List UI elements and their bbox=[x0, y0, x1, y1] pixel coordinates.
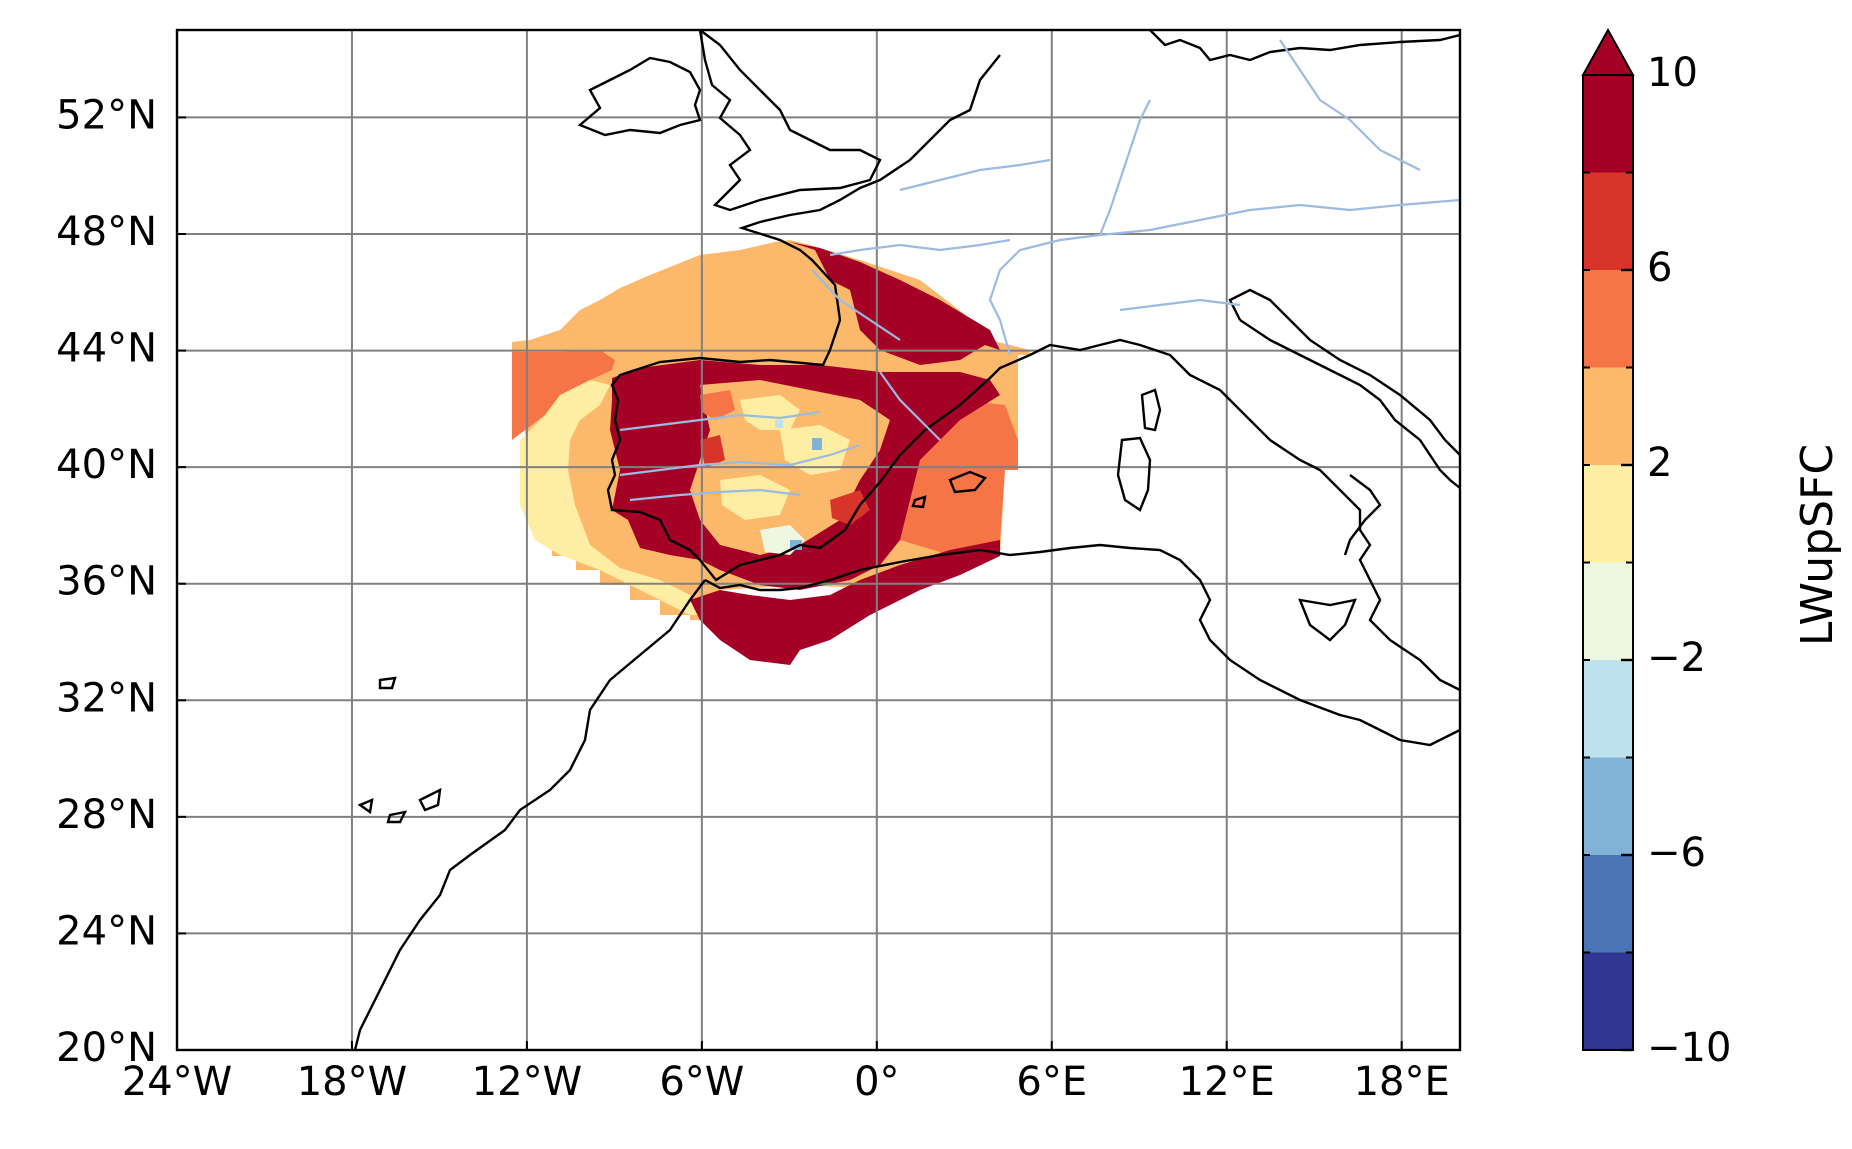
lat-tick-label: 40°N bbox=[56, 442, 157, 488]
lon-tick-label: 0° bbox=[854, 1059, 899, 1105]
river-douro bbox=[619, 410, 821, 432]
data-field-northeast bbox=[790, 242, 1000, 365]
lon-tick-label: 12°E bbox=[1179, 1059, 1275, 1105]
coastline-canary-1 bbox=[418, 787, 442, 812]
grid-lines bbox=[177, 30, 1460, 1050]
river-elbe bbox=[1279, 39, 1421, 171]
data-field-iberia-hot1 bbox=[740, 395, 800, 430]
coastline-italy-east bbox=[1239, 319, 1460, 489]
lat-tick-label: 24°N bbox=[56, 908, 157, 954]
colorbar-ticks: 10 6 2 −2 −6 −10 bbox=[1583, 50, 1731, 1071]
river-rhone bbox=[988, 233, 1101, 356]
data-field-west-ring bbox=[512, 350, 615, 440]
river-rhine bbox=[1098, 99, 1151, 236]
coastline-canary-2 bbox=[386, 810, 408, 824]
coastline-great-britain bbox=[698, 30, 882, 212]
lat-tick-label: 28°N bbox=[56, 792, 157, 838]
coastline-corsica bbox=[1140, 388, 1162, 432]
coastlines bbox=[353, 30, 1460, 1050]
river-danube bbox=[1099, 198, 1460, 237]
data-field-cold-spot-3 bbox=[775, 420, 783, 428]
lon-tick-label: 6°W bbox=[659, 1059, 744, 1105]
colorbar-tick-label: −10 bbox=[1647, 1025, 1731, 1071]
river-garonne bbox=[811, 269, 901, 341]
coastline-north-africa bbox=[704, 543, 1460, 747]
lon-tick-label: 6°E bbox=[1016, 1059, 1087, 1105]
data-field-iberia-red1 bbox=[700, 390, 735, 420]
colorbar-extend-arrow bbox=[1581, 27, 1635, 76]
coastline-europe-west bbox=[606, 54, 1460, 692]
river-po bbox=[1119, 298, 1241, 312]
river-tagus bbox=[619, 443, 861, 477]
data-field-iberia-red2 bbox=[830, 490, 870, 525]
map-frame bbox=[175, 28, 1462, 1052]
colorbar-segment bbox=[1583, 855, 1633, 953]
latitude-ticks: 20°N 24°N 28°N 32°N 36°N 40°N 44°N 48°N 52°N bbox=[56, 92, 186, 1071]
colorbar-segment bbox=[1583, 660, 1633, 758]
coastline-mallorca bbox=[948, 470, 987, 494]
river-seine bbox=[899, 158, 1051, 192]
coastline-sardinia bbox=[1116, 436, 1152, 512]
colorbar-tick-label: −6 bbox=[1647, 830, 1706, 876]
colorbar-segment bbox=[1583, 270, 1633, 368]
data-field-iberia-red3 bbox=[700, 435, 725, 468]
colorbar-tick-label: −2 bbox=[1647, 635, 1706, 681]
data-field-cold-spot-2 bbox=[790, 540, 802, 550]
colorbar-tick-label: 6 bbox=[1647, 245, 1672, 291]
lat-tick-label: 44°N bbox=[56, 326, 157, 372]
data-field-cold-spot-1 bbox=[812, 438, 822, 450]
colorbar-tick-label: 2 bbox=[1647, 440, 1672, 486]
coastline-atlantic-africa bbox=[353, 579, 706, 1050]
lon-tick-label: 18°E bbox=[1354, 1059, 1450, 1105]
colorbar: 10 6 2 −2 −6 −10 LWupSFC bbox=[1581, 27, 1843, 1071]
colorbar-label: LWupSFC bbox=[1792, 444, 1843, 646]
colorbar-segments bbox=[1583, 75, 1633, 1050]
colorbar-segment bbox=[1583, 172, 1633, 270]
rivers bbox=[619, 39, 1460, 502]
river-guadiana bbox=[629, 488, 801, 502]
colorbar-segment bbox=[1583, 757, 1633, 855]
lon-tick-label: 18°W bbox=[297, 1059, 407, 1105]
colorbar-segment bbox=[1583, 562, 1633, 660]
coastline-denmark bbox=[1149, 30, 1460, 62]
coastline-madeira bbox=[378, 676, 397, 690]
lat-tick-label: 20°N bbox=[56, 1025, 157, 1071]
lat-tick-label: 48°N bbox=[56, 209, 157, 255]
coastline-sicily bbox=[1298, 598, 1357, 642]
data-field-south bbox=[690, 540, 1000, 665]
lon-tick-label: 24°W bbox=[122, 1059, 232, 1105]
lon-tick-label: 12°W bbox=[472, 1059, 582, 1105]
map-panel: 24°W 18°W 12°W 6°W 0° 6°E 12°E 18°E 20°N 24°N 28°… bbox=[56, 28, 1462, 1105]
colorbar-segment bbox=[1583, 75, 1633, 173]
data-field-iberia-hot3 bbox=[720, 475, 790, 520]
coastline-italy-heel bbox=[1343, 474, 1382, 556]
longitude-ticks: 24°W 18°W 12°W 6°W 0° 6°E 12°E 18°E bbox=[122, 1041, 1450, 1105]
river-loire bbox=[829, 238, 1011, 257]
lat-tick-label: 52°N bbox=[56, 92, 157, 138]
colorbar-tick-label: 10 bbox=[1647, 50, 1698, 96]
lat-tick-label: 36°N bbox=[56, 559, 157, 605]
coastline-canary-3 bbox=[357, 798, 374, 815]
coastline-ireland bbox=[577, 56, 702, 137]
colorbar-segment bbox=[1583, 952, 1633, 1050]
lat-tick-label: 32°N bbox=[56, 675, 157, 721]
river-ebro bbox=[879, 371, 941, 441]
colorbar-segment bbox=[1583, 465, 1633, 563]
coastline-ibiza bbox=[911, 495, 927, 509]
data-field-west-band bbox=[520, 380, 705, 615]
coastline-balkans bbox=[1228, 288, 1460, 456]
colorbar-segment bbox=[1583, 367, 1633, 465]
